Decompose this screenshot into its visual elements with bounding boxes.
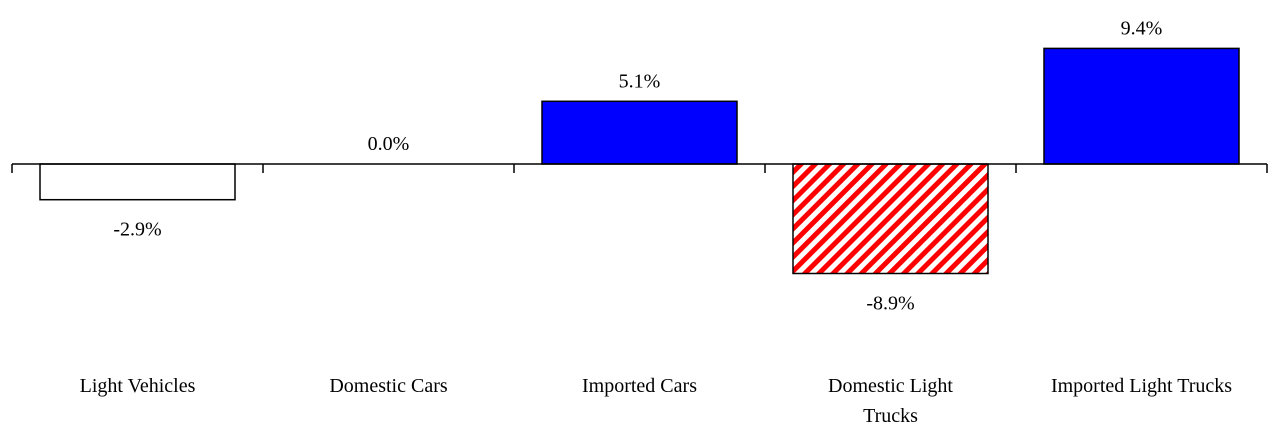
data-label-3: -8.9% <box>866 293 914 315</box>
data-label-2: 5.1% <box>619 70 661 92</box>
bar-2 <box>541 100 738 165</box>
bar-3 <box>792 163 989 275</box>
data-label-0: -2.9% <box>113 219 161 241</box>
x-axis <box>11 163 1268 173</box>
category-label-3-line-1: Trucks <box>863 405 918 427</box>
data-labels: -2.9% 0.0% 5.1% -8.9% 9.4% <box>113 17 1162 314</box>
data-label-1: 0.0% <box>368 133 410 155</box>
bar-0 <box>39 163 236 201</box>
category-label-4: Imported Light Trucks <box>1051 375 1232 397</box>
bar-4 <box>1043 47 1240 165</box>
category-labels: Light Vehicles Domestic Cars Imported Cars… <box>80 375 1233 427</box>
category-label-1: Domestic Cars <box>329 375 448 397</box>
category-label-3-line-0: Domestic Light <box>828 375 953 397</box>
category-label-2: Imported Cars <box>582 375 697 397</box>
category-label-0: Light Vehicles <box>80 375 196 397</box>
data-label-4: 9.4% <box>1121 17 1163 39</box>
